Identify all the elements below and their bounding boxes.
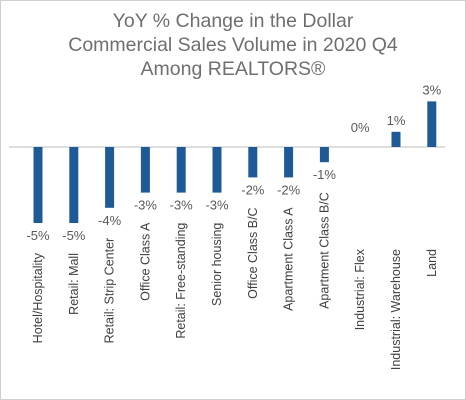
data-label: -2% <box>241 182 265 197</box>
chart-title-line-1: YoY % Change in the Dollar <box>112 10 354 32</box>
category-label: Industrial: Flex <box>353 248 367 330</box>
data-label: -1% <box>313 167 337 182</box>
bar <box>33 147 43 223</box>
data-label: -2% <box>277 182 301 197</box>
chart-title-line-2: Commercial Sales Volume in 2020 Q4 <box>68 34 398 56</box>
category-label: Retail: Free-standing <box>174 223 188 339</box>
category-label: Retail: Mall <box>67 253 81 315</box>
data-label: -3% <box>170 198 194 213</box>
category-label: Office Class B/C <box>246 207 260 298</box>
data-label: -3% <box>134 198 158 213</box>
category-label: Retail: Strip Center <box>103 238 117 344</box>
data-label: 1% <box>387 113 406 128</box>
category-label: Senior housing <box>210 223 224 306</box>
data-label: -4% <box>98 213 122 228</box>
data-label: -5% <box>62 228 86 243</box>
category-label: Hotel/Hospitality <box>31 252 45 343</box>
data-label: 3% <box>422 82 441 97</box>
data-label: -5% <box>26 228 50 243</box>
bar <box>319 147 329 163</box>
bar <box>427 101 437 147</box>
bar <box>69 147 79 223</box>
category-label: Office Class A <box>138 222 152 301</box>
chart-title: YoY % Change in the Dollar Commercial Sa… <box>1 9 465 81</box>
bar <box>391 131 401 147</box>
chart-title-line-3: Among REALTORS® <box>140 58 326 80</box>
bar <box>105 147 115 208</box>
bar <box>212 147 222 193</box>
category-label: Land <box>425 249 439 277</box>
bar <box>140 147 150 193</box>
bar <box>176 147 186 193</box>
category-label: Apartment Class A <box>282 207 296 311</box>
bar <box>248 147 258 178</box>
data-label: -3% <box>205 198 229 213</box>
category-label: Apartment Class B/C <box>317 192 331 309</box>
data-label: 0% <box>351 120 370 135</box>
bar <box>284 147 294 178</box>
category-label: Industrial: Warehouse <box>389 249 403 370</box>
